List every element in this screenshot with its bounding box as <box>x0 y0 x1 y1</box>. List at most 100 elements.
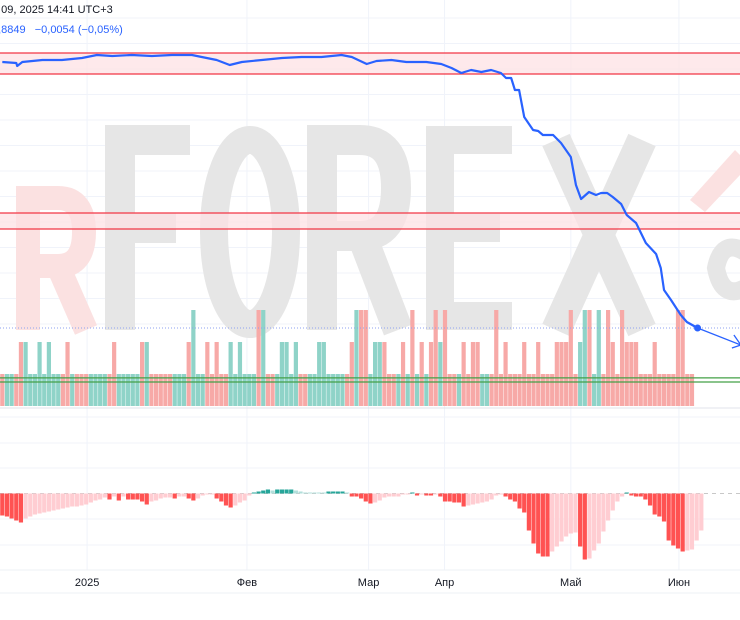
histogram-bar <box>349 493 354 497</box>
watermark-letter-e <box>426 126 512 330</box>
histogram-bar <box>28 493 33 517</box>
histogram-bar <box>368 493 373 504</box>
histogram-bar <box>419 493 424 495</box>
histogram-bar <box>195 493 201 499</box>
volume-bar <box>689 374 695 406</box>
histogram-bar <box>340 491 345 494</box>
volume-bar <box>107 374 112 406</box>
legend-price: 9,8849 −0,0054 (−0,05%) <box>0 24 129 36</box>
histogram-bar <box>279 489 284 494</box>
volume-bar <box>70 374 75 406</box>
volume-bar <box>121 374 126 406</box>
volume-bar <box>512 374 517 406</box>
volume-bar <box>214 342 219 406</box>
time-axis-label: Июн <box>668 577 690 589</box>
volume-bar <box>181 374 187 406</box>
price-line <box>2 53 699 329</box>
histogram-bar <box>107 493 112 500</box>
volume-bar <box>74 374 79 406</box>
histogram-bar <box>102 493 107 498</box>
histogram-bar <box>629 493 634 496</box>
histogram-bar <box>135 493 140 500</box>
histogram-bar <box>592 493 597 551</box>
volume-bar <box>410 310 415 406</box>
volume-bar <box>349 342 354 406</box>
histogram-bar <box>517 493 522 509</box>
histogram-bar <box>70 493 75 507</box>
volume-bar <box>251 374 257 406</box>
histogram-bar <box>163 493 168 498</box>
volume-bar <box>382 342 387 406</box>
watermark-arrow-icon <box>690 150 740 212</box>
histogram-bar <box>396 493 401 497</box>
time-axis-label: Май <box>560 577 582 589</box>
volume-bar <box>573 374 578 406</box>
volume-bar <box>0 374 5 406</box>
histogram-bar <box>382 493 387 498</box>
watermark-letter-r-red <box>16 186 97 335</box>
histogram-bar <box>680 493 685 552</box>
histogram-bar <box>270 490 275 494</box>
histogram-bar <box>456 493 462 503</box>
histogram-bar <box>414 493 420 496</box>
volume-bar <box>51 374 56 406</box>
histogram-bar <box>522 493 527 513</box>
volume-bar <box>172 374 177 406</box>
histogram-bar <box>536 493 541 554</box>
volume-bar <box>9 374 14 406</box>
last-price-marker <box>694 324 702 332</box>
histogram-bar <box>65 493 70 508</box>
volume-bar <box>289 374 294 406</box>
histogram-bar <box>568 493 573 534</box>
histogram-bar <box>461 493 466 507</box>
watermark-letter-f <box>105 125 190 330</box>
histogram-bar <box>140 493 145 502</box>
volume-bars <box>0 310 740 406</box>
volume-bar <box>65 342 70 406</box>
histogram-bar <box>200 493 205 496</box>
time-axis-label: Фев <box>237 577 257 589</box>
histogram-bar <box>424 493 429 496</box>
volume-bar <box>317 342 322 406</box>
volume-bar <box>405 374 410 406</box>
volume-bar <box>643 374 648 406</box>
histogram-bar <box>14 493 19 521</box>
volume-bar <box>647 374 653 406</box>
volume-bar <box>652 342 657 406</box>
volume-bar <box>163 374 168 406</box>
histogram-bar <box>559 493 564 542</box>
volume-bar <box>331 374 336 406</box>
histogram-bar <box>619 493 625 497</box>
volume-bar <box>153 374 159 406</box>
histogram-bar <box>615 493 620 502</box>
volume-bar <box>438 342 443 406</box>
volume-bar <box>158 374 163 406</box>
histogram-bar <box>298 491 303 494</box>
histogram-bar <box>126 493 131 500</box>
volume-bar <box>32 374 38 406</box>
volume-bar <box>442 310 448 406</box>
histogram-bar <box>508 493 513 500</box>
price-zone-band <box>0 212 740 230</box>
time-axis-label: 2025 <box>75 577 99 589</box>
histogram-bar <box>247 493 252 496</box>
volume-bar <box>256 310 261 406</box>
watermark-letter-r <box>307 125 413 336</box>
histogram-bar <box>284 489 289 494</box>
volume-bar <box>484 374 490 406</box>
histogram-bar <box>354 493 359 497</box>
histogram-bar <box>661 493 667 522</box>
volume-bar <box>666 374 671 406</box>
histogram-bar <box>363 493 368 502</box>
volume-bar <box>56 374 61 406</box>
volume-bar <box>303 374 308 406</box>
time-axis-label: Мар <box>358 577 380 589</box>
histogram-bar <box>186 493 191 499</box>
histogram-bar <box>209 493 215 495</box>
volume-bar <box>657 374 662 406</box>
histogram-bar <box>326 491 331 494</box>
histogram-bar <box>289 489 294 494</box>
volume-bar <box>452 374 457 406</box>
volume-bar <box>587 310 592 406</box>
